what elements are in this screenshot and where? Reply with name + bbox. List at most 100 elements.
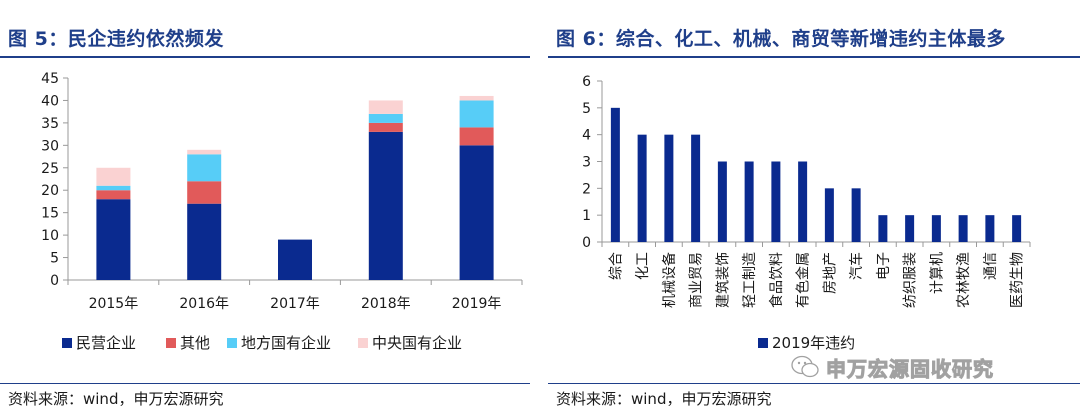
legend-item: 地方国有企业 — [227, 334, 331, 352]
x-tick-label: 房地产 — [822, 252, 838, 294]
y-tick-label: 15 — [41, 206, 59, 222]
left-title-rule — [0, 56, 530, 58]
y-tick-label: 45 — [41, 71, 59, 87]
x-tick-label: 2018年 — [361, 296, 411, 312]
legend-swatch — [62, 338, 72, 348]
x-tick-label: 2015年 — [89, 296, 139, 312]
watermark-text: 申万宏源固收研究 — [826, 356, 994, 381]
y-tick-label: 3 — [582, 155, 591, 171]
x-tick-label: 综合 — [608, 252, 624, 280]
right-title-rule — [548, 56, 1080, 58]
y-tick-label: 20 — [41, 183, 59, 199]
y-tick-label: 0 — [50, 273, 59, 289]
legend-item: 中央国有企业 — [358, 334, 462, 352]
bar-3 — [187, 154, 222, 182]
legend-label: 中央国有企业 — [372, 334, 462, 352]
left-panel: 图 5：民企违约依然频发 0 5 10 15 20 25 30 35 40 45 2015年 2016… — [0, 0, 530, 416]
legend-label: 其他 — [180, 334, 210, 352]
bar-1 — [187, 203, 222, 280]
x-tick-label: 化工 — [635, 252, 651, 280]
x-tick-label: 农林牧渔 — [956, 252, 972, 308]
bar-1 — [278, 239, 312, 280]
x-tick-label: 电子 — [876, 252, 892, 280]
bar — [637, 134, 647, 242]
y-tick-label: 40 — [41, 93, 59, 109]
bar — [717, 161, 727, 242]
y-tick-label: 35 — [41, 116, 59, 132]
left-stacked-bar-chart: 0 5 10 15 20 25 30 35 40 45 2015年 2016年 2017年 2018年 20… — [41, 71, 523, 352]
legend-swatch — [166, 338, 176, 348]
y-tick-label: 2 — [582, 181, 591, 197]
bar — [824, 188, 834, 242]
bar-4 — [459, 95, 494, 101]
legend-label: 地方国有企业 — [241, 334, 331, 352]
right-panel: 图 6：综合、化工、机械、商贸等新增违约主体最多 0 1 2 3 4 5 6 综合 化工 机械设备… — [548, 0, 1080, 416]
bar-3 — [459, 100, 494, 128]
right-source-note: 资料来源：wind，申万宏源研究 — [556, 390, 772, 408]
x-tick-label: 医药生物 — [1010, 252, 1026, 308]
y-tick-label: 1 — [582, 208, 591, 224]
bar-1 — [96, 199, 131, 280]
bar-3 — [96, 185, 131, 191]
legend-swatch — [358, 338, 368, 348]
legend-label: 民营企业 — [76, 334, 136, 352]
bar-4 — [187, 149, 222, 155]
x-tick-label: 机械设备 — [661, 252, 678, 308]
bar — [878, 215, 888, 242]
wechat-logo-icon — [791, 355, 819, 378]
y-tick-label: 5 — [582, 101, 591, 117]
x-tick-label: 建筑装饰 — [715, 252, 731, 308]
y-tick-label: 6 — [582, 74, 591, 90]
x-tick-label: 2016年 — [179, 296, 229, 312]
y-tick-label: 5 — [50, 251, 59, 267]
bar — [691, 134, 701, 242]
x-tick-label: 商业贸易 — [689, 252, 705, 308]
x-tick-label: 汽车 — [848, 252, 865, 280]
bar-2 — [368, 122, 403, 132]
legend-swatch — [227, 338, 237, 348]
x-tick-label: 通信 — [983, 252, 999, 280]
legend-item: 2019年违约 — [758, 334, 855, 352]
x-tick-label: 计算机 — [929, 252, 945, 294]
bar — [798, 161, 808, 242]
x-tick-label: 2017年 — [270, 296, 320, 312]
bar — [1012, 215, 1022, 242]
bar-1 — [368, 131, 403, 280]
legend-label: 2019年违约 — [772, 334, 855, 352]
bar — [931, 215, 941, 242]
bar-1 — [459, 145, 494, 280]
x-tick-label: 轻工制造 — [742, 252, 758, 308]
y-tick-label: 10 — [41, 228, 59, 244]
right-source-rule — [548, 383, 1080, 384]
y-tick-label: 4 — [582, 128, 591, 144]
y-tick-label: 0 — [582, 235, 591, 251]
bar — [851, 188, 861, 242]
x-tick-label: 食品饮料 — [768, 252, 785, 308]
bar — [610, 107, 620, 242]
right-chart-title: 图 6：综合、化工、机械、商贸等新增违约主体最多 — [556, 28, 1006, 50]
right-bar-chart: 0 1 2 3 4 5 6 综合 化工 机械设备 商业贸易 建筑装饰 轻工制造 食品饮料 有色金属 房地产 汽车… — [582, 74, 1031, 352]
legend-item: 民营企业 — [62, 334, 136, 352]
bar — [664, 134, 674, 242]
bar — [958, 215, 968, 242]
bar-2 — [187, 181, 222, 204]
bar-4 — [368, 100, 403, 114]
x-tick-label: 纺织服装 — [903, 252, 919, 308]
bar — [985, 215, 995, 242]
bar — [744, 161, 754, 242]
left-source-note: 资料来源：wind，申万宏源研究 — [8, 390, 224, 408]
y-tick-label: 25 — [41, 161, 59, 177]
legend-item: 其他 — [166, 334, 210, 352]
bar-3 — [368, 113, 403, 123]
x-tick-label: 有色金属 — [795, 252, 812, 308]
left-source-rule — [0, 383, 530, 384]
watermark: 申万宏源固收研究 — [790, 352, 1060, 382]
left-chart-title: 图 5：民企违约依然频发 — [8, 28, 224, 50]
x-tick-label: 2019年 — [452, 296, 502, 312]
bar-2 — [459, 127, 494, 146]
bar-2 — [96, 190, 131, 200]
bar — [771, 161, 781, 242]
y-tick-label: 30 — [41, 138, 59, 154]
bar — [905, 215, 915, 242]
legend-swatch — [758, 338, 768, 348]
